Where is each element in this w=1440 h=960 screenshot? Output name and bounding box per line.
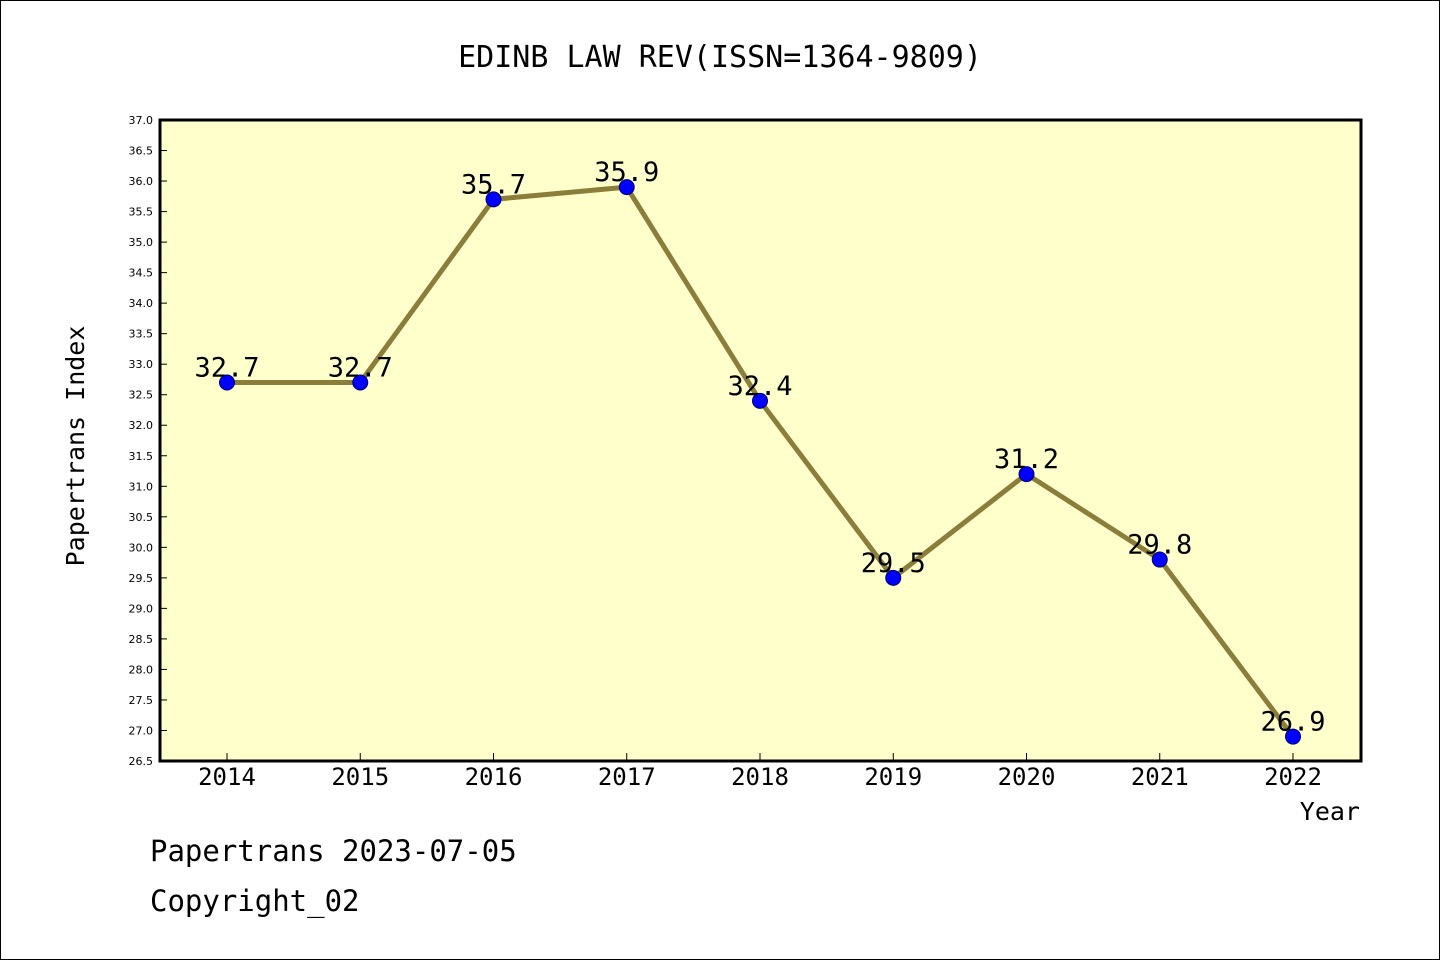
footer-date: Papertrans 2023-07-05: [150, 834, 517, 868]
y-tick-label: 29.5: [129, 572, 154, 585]
y-tick-label: 27.0: [129, 724, 154, 737]
data-label: 29.8: [1127, 530, 1192, 561]
data-point: [1285, 728, 1301, 745]
plot-area: [158, 118, 1363, 763]
data-point: [618, 179, 635, 196]
data-label: 32.7: [194, 353, 259, 384]
x-tick-label: 2014: [198, 763, 256, 791]
y-tick-label: 30.0: [129, 541, 154, 554]
y-tick-label: 36.5: [129, 145, 154, 158]
y-axis-label: Papertrans Index: [61, 326, 90, 567]
x-axis-label: Year: [1300, 797, 1360, 826]
data-point: [219, 374, 235, 391]
x-tick-label: 2019: [864, 763, 922, 791]
footer-copyright: Copyright_02: [150, 884, 360, 918]
data-point: [1018, 466, 1035, 483]
y-tick-label: 28.5: [129, 633, 154, 646]
y-tick-label: 26.5: [129, 755, 154, 768]
data-label: 35.9: [594, 157, 659, 188]
x-tick-label: 2022: [1264, 763, 1322, 791]
data-label: 35.7: [461, 169, 526, 200]
y-tick-label: 27.5: [129, 694, 154, 707]
y-tick-label: 30.5: [129, 511, 154, 524]
x-tick-label: 2017: [598, 763, 656, 791]
y-tick-label: 35.0: [129, 236, 154, 249]
x-tick-label: 2015: [331, 763, 389, 791]
y-axis: 26.5 27.0 27.5 28.0 28.5 29.0 29.5 30.0 30.5 31.0…: [129, 114, 167, 768]
y-tick-label: 36.0: [129, 175, 154, 188]
y-tick-label: 31.0: [129, 480, 154, 493]
x-tick-label: 2021: [1131, 763, 1189, 791]
y-tick-label: 28.0: [129, 663, 154, 676]
y-tick-label: 33.5: [129, 328, 154, 341]
x-axis: 2014 2015 2016 2017 2018 2019 2020 2021 2022: [198, 753, 1322, 791]
data-label: 32.4: [727, 371, 792, 402]
x-tick-label: 2018: [731, 763, 789, 791]
data-point: [885, 569, 902, 586]
data-point: [752, 392, 768, 409]
y-tick-label: 32.5: [129, 389, 154, 402]
data-label: 26.9: [1260, 707, 1325, 738]
data-label: 32.7: [328, 353, 393, 384]
data-label: 31.2: [994, 444, 1059, 475]
data-label: 29.5: [861, 548, 926, 579]
data-markers: [219, 179, 1301, 745]
chart-title: EDINB LAW REV(ISSN=1364-9809): [458, 40, 982, 75]
x-tick-label: 2020: [998, 763, 1056, 791]
data-labels: 32.7 32.7 35.7 35.9 32.4 29.5 31.2 29.8 26.9: [194, 157, 1325, 737]
y-tick-label: 34.5: [129, 267, 154, 280]
data-point: [485, 191, 502, 208]
data-point: [1151, 551, 1168, 568]
y-tick-label: 32.0: [129, 419, 154, 432]
data-point: [352, 374, 369, 391]
y-tick-label: 37.0: [129, 114, 154, 127]
y-tick-label: 35.5: [129, 206, 154, 219]
y-tick-label: 34.0: [129, 297, 154, 310]
x-tick-label: 2016: [465, 763, 523, 791]
y-tick-label: 33.0: [129, 358, 154, 371]
y-tick-label: 31.5: [129, 450, 154, 463]
y-tick-label: 29.0: [129, 602, 154, 615]
